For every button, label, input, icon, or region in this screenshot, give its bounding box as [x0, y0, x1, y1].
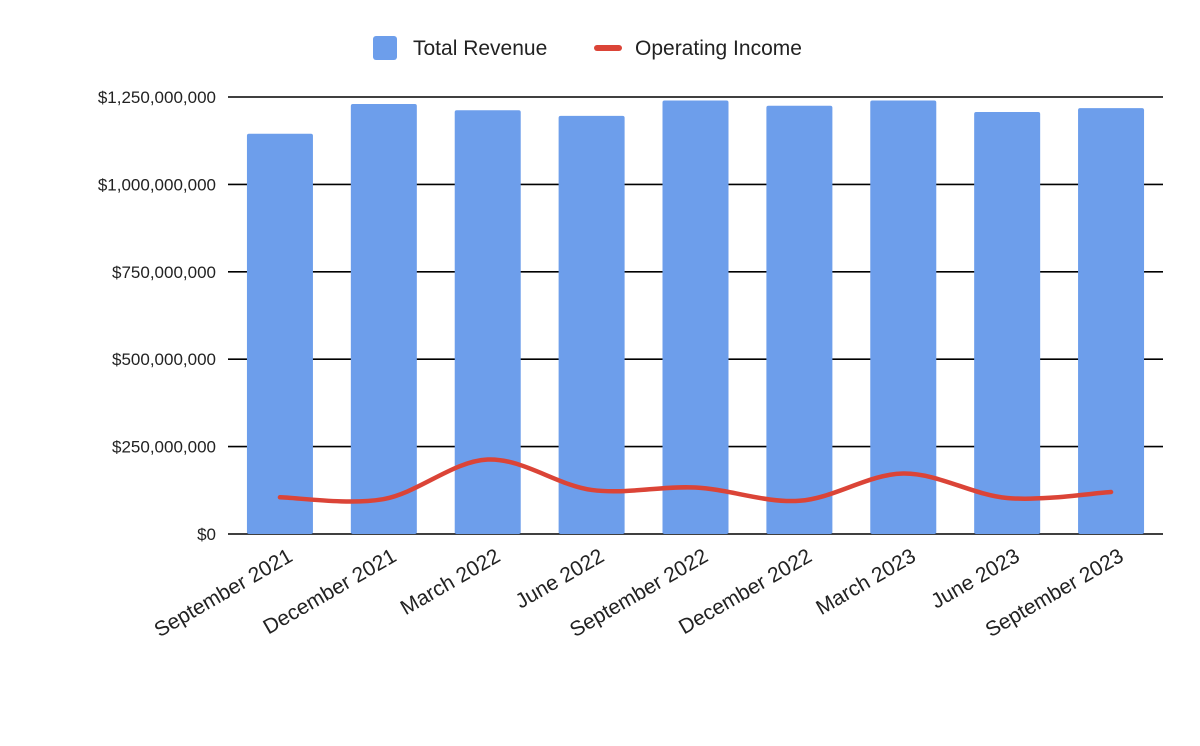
x-tick-label: June 2023 — [927, 544, 1023, 613]
x-tick-label: June 2022 — [512, 544, 608, 613]
bar — [247, 134, 313, 534]
bar — [559, 116, 625, 534]
bar — [766, 106, 832, 534]
legend: Total Revenue Operating Income — [373, 36, 802, 60]
y-tick-label: $750,000,000 — [112, 263, 216, 282]
bar — [870, 100, 936, 534]
bar — [455, 110, 521, 534]
y-tick-label: $250,000,000 — [112, 438, 216, 457]
bar-series — [247, 100, 1144, 534]
y-tick-label: $500,000,000 — [112, 350, 216, 369]
x-tick-label: March 2022 — [397, 544, 505, 619]
y-tick-label: $1,250,000,000 — [98, 88, 216, 107]
y-tick-label: $0 — [197, 525, 216, 544]
bar — [974, 112, 1040, 534]
bar — [1078, 108, 1144, 534]
y-axis-ticks: $0 $250,000,000 $500,000,000 $750,000,000 $1… — [98, 88, 216, 544]
bar — [351, 104, 417, 534]
x-tick-label: March 2023 — [812, 544, 920, 619]
legend-swatch-bar — [373, 36, 397, 60]
legend-label: Total Revenue — [413, 37, 547, 60]
bar — [663, 100, 729, 534]
legend-label: Operating Income — [635, 37, 802, 60]
y-tick-label: $1,000,000,000 — [98, 175, 216, 194]
